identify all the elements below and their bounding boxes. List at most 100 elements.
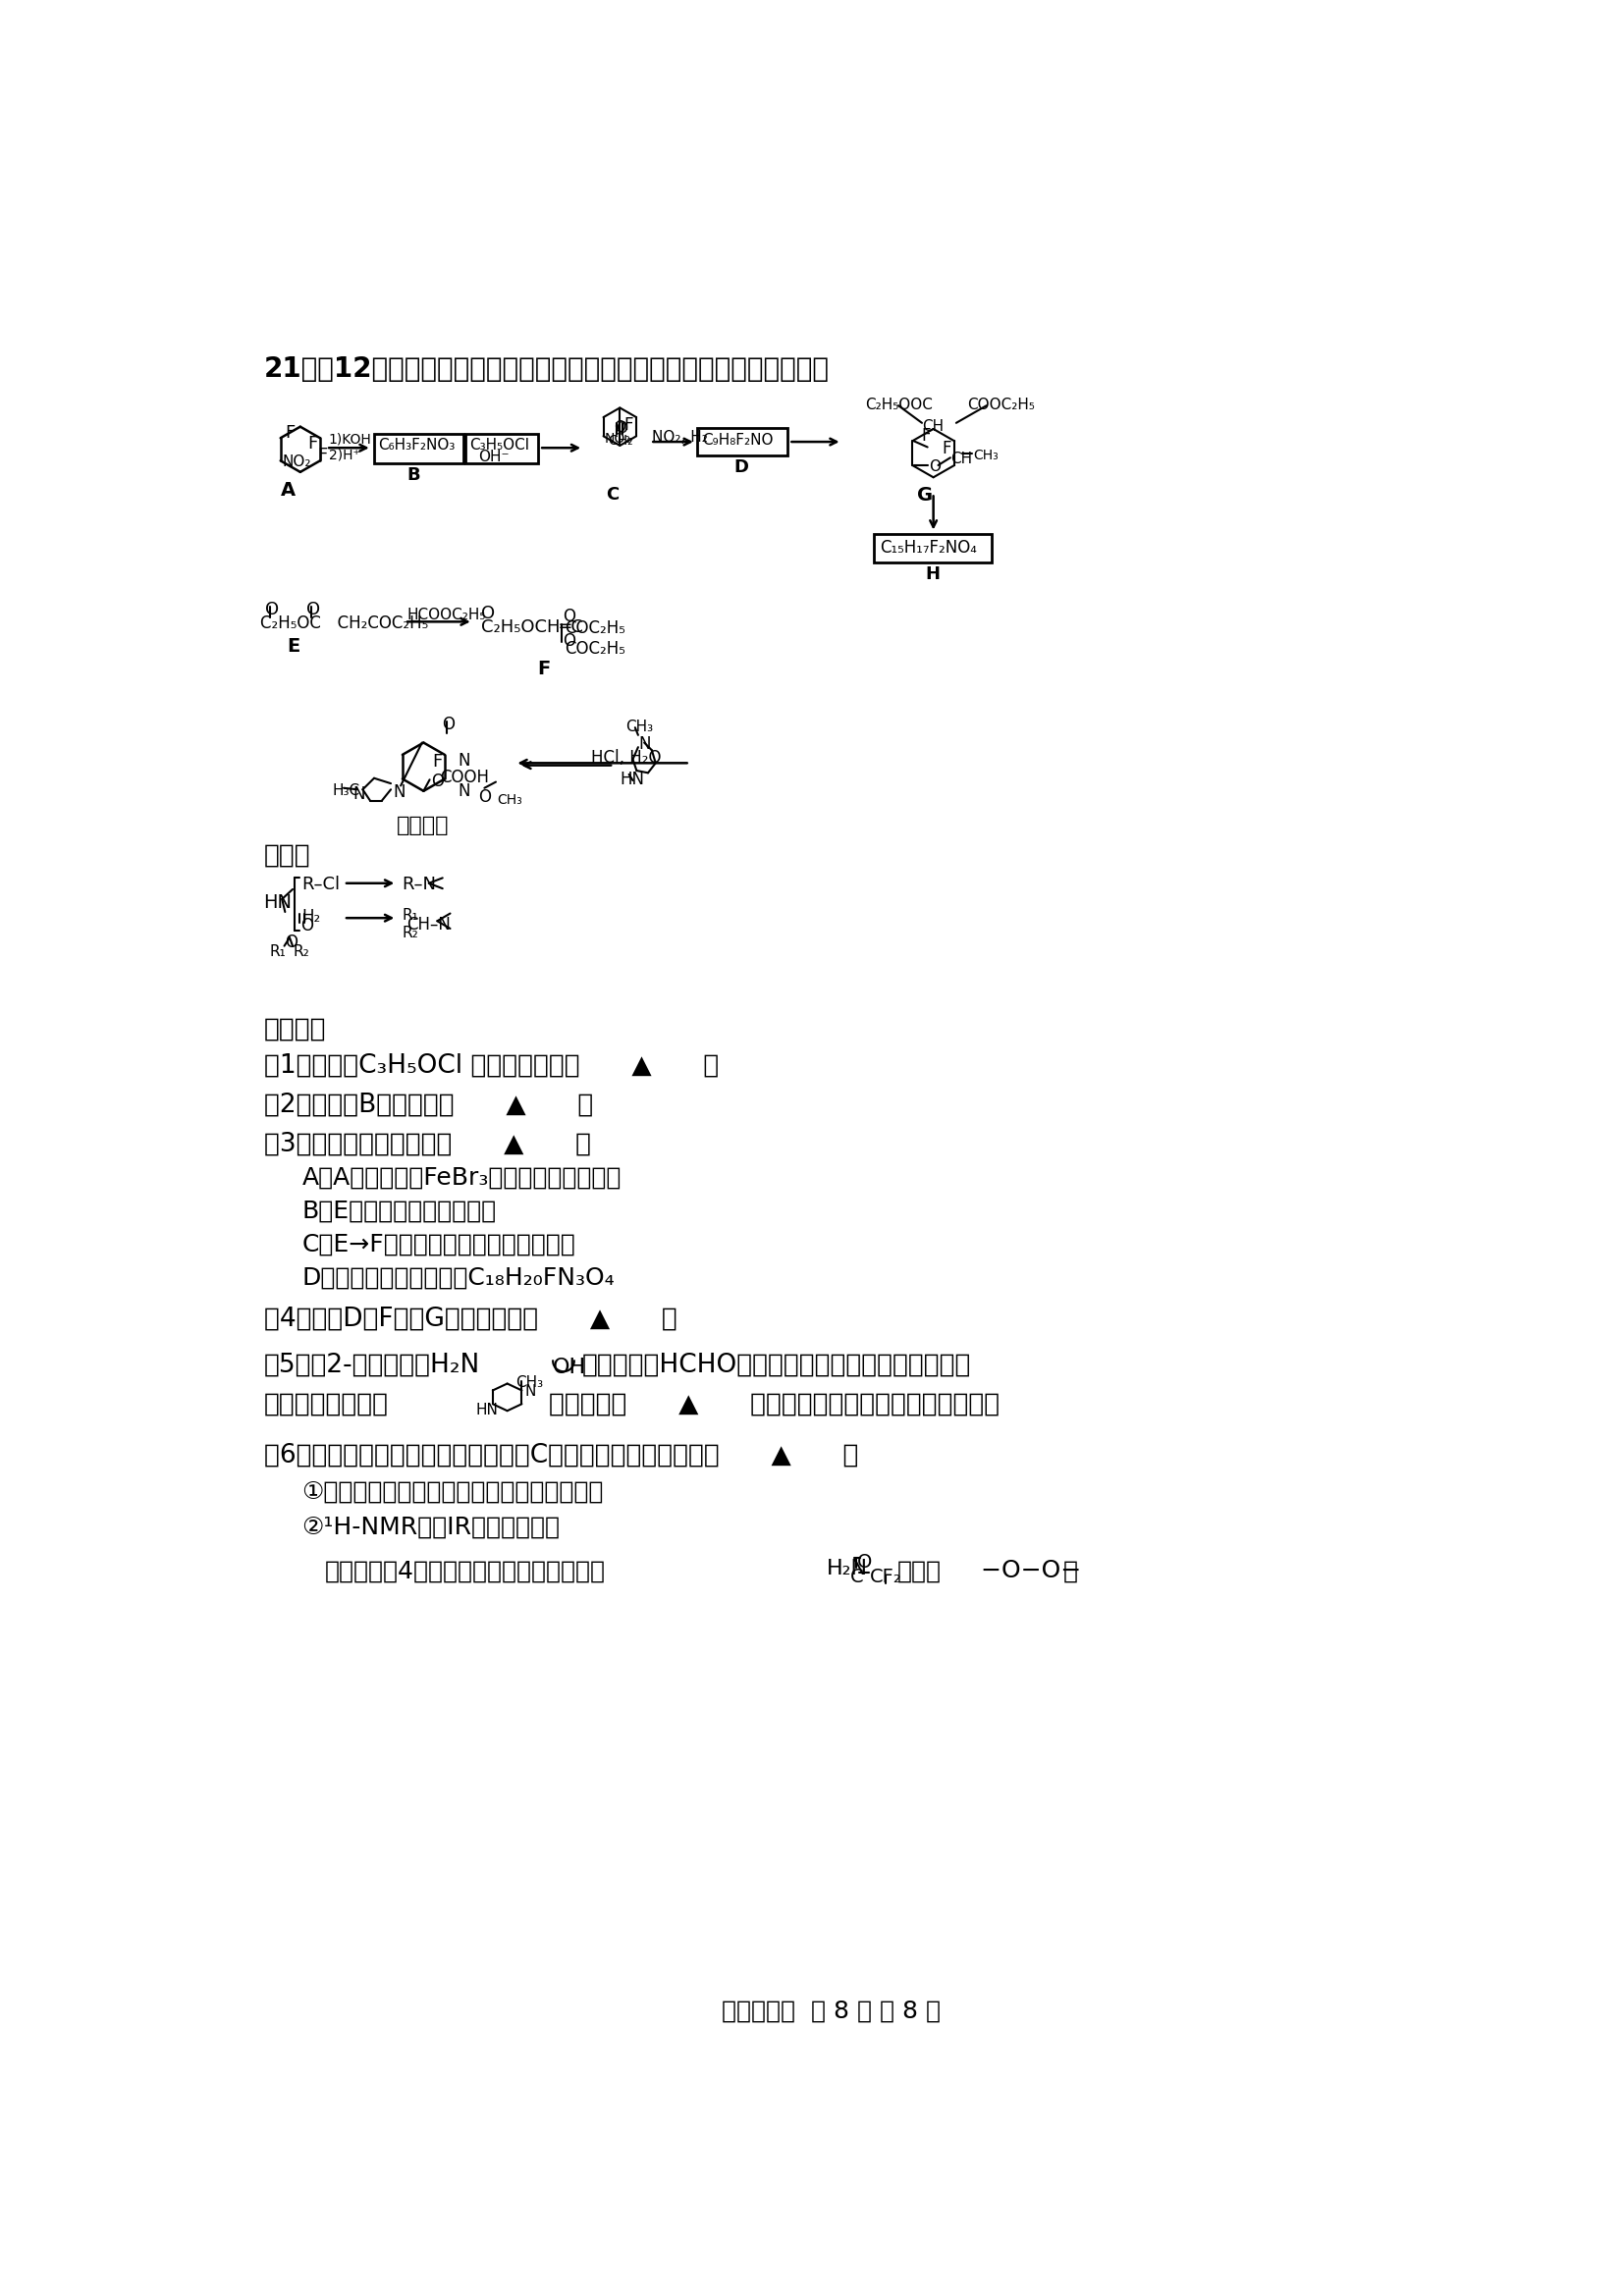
Text: R₂: R₂	[292, 944, 308, 960]
Text: O: O	[441, 716, 454, 732]
Text: CH: CH	[922, 420, 943, 434]
Text: COOH: COOH	[440, 769, 490, 785]
Text: N: N	[524, 1384, 536, 1398]
Text: CH₂: CH₂	[607, 434, 633, 448]
Text: CH₃: CH₃	[516, 1375, 544, 1389]
Text: 氧氟沙星: 氧氟沙星	[398, 815, 450, 836]
Text: HCOOC₂H₅: HCOOC₂H₅	[407, 608, 485, 622]
Text: F: F	[625, 416, 633, 434]
Text: F: F	[432, 753, 443, 771]
Text: C₂H₅OCH═C: C₂H₅OCH═C	[480, 618, 583, 636]
Text: O: O	[480, 604, 495, 622]
Text: O: O	[928, 459, 941, 473]
Text: R₂: R₂	[403, 925, 419, 941]
Text: 的合成路线  ▲  （用流程图表示，无机试剂任选）。: 的合成路线 ▲ （用流程图表示，无机试剂任选）。	[549, 1391, 1000, 1417]
Text: HCl, H₂O: HCl, H₂O	[591, 748, 661, 767]
Text: E: E	[287, 636, 300, 654]
Text: （1）化合物C₃H₅OCl 的官能团名称是  ▲  。: （1）化合物C₃H₅OCl 的官能团名称是 ▲ 。	[265, 1052, 719, 1079]
Text: OH⁻: OH⁻	[479, 450, 510, 464]
Text: （3）下列说法不正确的是  ▲  。: （3）下列说法不正确的是 ▲ 。	[265, 1132, 591, 1157]
Text: COC₂H₅: COC₂H₅	[565, 620, 625, 636]
Text: N: N	[352, 785, 365, 804]
Text: F: F	[537, 659, 550, 677]
Text: C₉H₈F₂NO: C₉H₈F₂NO	[703, 432, 773, 448]
Text: O: O	[307, 602, 320, 618]
Text: F: F	[286, 425, 295, 441]
Text: R–N: R–N	[403, 875, 437, 893]
Text: O: O	[563, 608, 576, 627]
Text: 分子中共有4种不同化学环境的氢原子，有: 分子中共有4种不同化学环境的氢原子，有	[325, 1559, 605, 1582]
Text: O: O	[432, 771, 445, 790]
Text: ①分子中含有苯环结构，并能发生银镜反应；: ①分子中含有苯环结构，并能发生银镜反应；	[302, 1481, 604, 1504]
Text: 1)KOH: 1)KOH	[328, 432, 372, 445]
Text: OH: OH	[553, 1357, 586, 1378]
Text: N: N	[393, 783, 406, 801]
Text: （5）以2-氨基乙醇（H₂N: （5）以2-氨基乙醇（H₂N	[265, 1352, 480, 1378]
Text: O: O	[286, 932, 297, 951]
Text: N: N	[638, 735, 651, 753]
Text: N: N	[458, 783, 471, 799]
Text: N: N	[458, 751, 471, 769]
Text: F: F	[943, 439, 951, 457]
Text: C₂H₅OOC: C₂H₅OOC	[865, 397, 933, 413]
Text: NO₂: NO₂	[282, 455, 312, 468]
Text: CH₃: CH₃	[974, 448, 998, 461]
Text: C．E→F转化涉及加成、消去两步反应: C．E→F转化涉及加成、消去两步反应	[302, 1233, 576, 1256]
Text: O: O	[265, 602, 279, 618]
Text: O: O	[300, 916, 313, 934]
Text: O: O	[479, 788, 492, 806]
Text: 化学试题卷  第 8 页 共 8 页: 化学试题卷 第 8 页 共 8 页	[722, 2000, 941, 2023]
Text: COC₂H₅: COC₂H₅	[565, 641, 625, 657]
Text: A．A能与溴水在FeBr₃作用下发生取代反应: A．A能与溴水在FeBr₃作用下发生取代反应	[302, 1166, 622, 1189]
Text: O: O	[617, 422, 628, 436]
Bar	[698, 427, 787, 455]
Text: CH₃: CH₃	[497, 794, 523, 806]
Text: O: O	[857, 1552, 873, 1570]
Text: H: H	[925, 565, 940, 583]
Text: B: B	[407, 466, 420, 484]
Text: B．E与乙酸乙酯属于同系物: B．E与乙酸乙酯属于同系物	[302, 1199, 497, 1224]
Text: H₂: H₂	[302, 909, 321, 925]
Text: C: C	[605, 487, 620, 503]
Bar	[466, 434, 537, 464]
Text: R₁: R₁	[403, 909, 419, 923]
Text: HN: HN	[265, 893, 292, 912]
Text: CH: CH	[951, 452, 972, 466]
Text: HN: HN	[620, 771, 644, 788]
Text: R₁: R₁	[269, 944, 286, 960]
Text: F: F	[316, 448, 328, 464]
Text: NO₂: NO₂	[605, 432, 631, 445]
Text: ，没有: ，没有	[898, 1559, 941, 1582]
Text: D．氧氟沙星的分子式是C₁₈H₂₀FN₃O₄: D．氧氟沙星的分子式是C₁₈H₂₀FN₃O₄	[302, 1265, 615, 1290]
Text: H₃C: H₃C	[333, 783, 360, 799]
Text: NO₂, H₂: NO₂, H₂	[652, 429, 708, 445]
Text: F: F	[308, 434, 318, 452]
Text: F: F	[922, 427, 930, 445]
Text: 2)H⁺: 2)H⁺	[328, 448, 360, 461]
Text: C₁₅H₁₇F₂NO₄: C₁₅H₁₇F₂NO₄	[880, 540, 977, 556]
Text: （6）写出同时符合下列条件的化合物C的同分异构体的结构简式  ▲  。: （6）写出同时符合下列条件的化合物C的同分异构体的结构简式 ▲ 。	[265, 1442, 859, 1467]
Text: CF₂: CF₂	[870, 1568, 902, 1587]
Text: H₂N: H₂N	[826, 1559, 868, 1580]
Text: C₃H₅OCl: C₃H₅OCl	[469, 439, 529, 452]
Text: 请回答：: 请回答：	[265, 1017, 326, 1042]
Text: 。: 。	[1063, 1559, 1078, 1582]
Text: ）与甲醛（HCHO）为原料，且利用以上合成路线中: ）与甲醛（HCHO）为原料，且利用以上合成路线中	[581, 1352, 971, 1378]
Text: CH–N: CH–N	[407, 916, 451, 934]
Bar	[875, 535, 992, 563]
Text: （2）化合物B的结构式是  ▲  。: （2）化合物B的结构式是 ▲ 。	[265, 1093, 592, 1118]
Text: ②¹H-NMR谱和IR谱检测表明：: ②¹H-NMR谱和IR谱检测表明：	[302, 1515, 560, 1538]
Bar	[373, 434, 464, 464]
Text: 的相关信息，设计: 的相关信息，设计	[265, 1391, 388, 1417]
Text: D: D	[734, 459, 748, 475]
Text: HN: HN	[476, 1403, 498, 1417]
Text: −O−O−: −O−O−	[972, 1559, 1089, 1582]
Text: C₂H₅OC  CH₂COC₂H₅: C₂H₅OC CH₂COC₂H₅	[260, 613, 428, 631]
Text: 21．（12分）某研究小组按下列路线合成治疗细菌感染的药物氧氟沙星：: 21．（12分）某研究小组按下列路线合成治疗细菌感染的药物氧氟沙星：	[265, 356, 829, 383]
Text: R–Cl: R–Cl	[302, 875, 341, 893]
Text: C₆H₃F₂NO₃: C₆H₃F₂NO₃	[378, 439, 454, 452]
Text: O: O	[613, 420, 625, 434]
Text: （4）写出D与F生成G的化学方程式  ▲  。: （4）写出D与F生成G的化学方程式 ▲ 。	[265, 1306, 677, 1332]
Text: CH₃: CH₃	[625, 721, 652, 735]
Text: 已知：: 已知：	[265, 843, 310, 868]
